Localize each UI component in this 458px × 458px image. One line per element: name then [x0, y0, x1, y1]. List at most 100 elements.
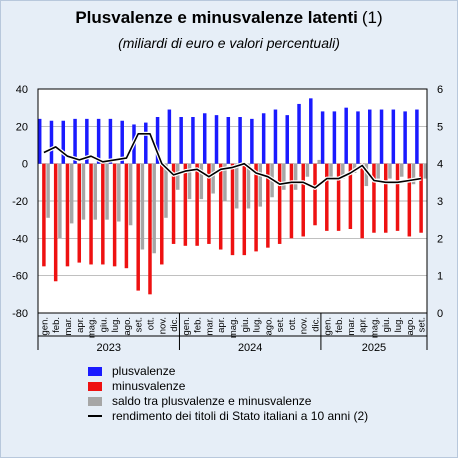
- bar-2: [293, 163, 298, 190]
- bar-0: [344, 107, 348, 164]
- x-tick-label: lug.: [252, 317, 263, 332]
- bar-1: [136, 163, 140, 291]
- legend-swatch-rendimento: [88, 415, 102, 417]
- bar-0: [191, 117, 195, 164]
- right-tick-label: 0: [437, 308, 443, 320]
- legend-swatch-saldo: [88, 396, 102, 406]
- x-tick-label: set.: [275, 317, 286, 332]
- x-tick-label: mar.: [63, 317, 74, 335]
- x-tick-label: lug.: [110, 317, 121, 332]
- left-tick-label: 20: [16, 121, 28, 133]
- bar-1: [89, 163, 93, 265]
- bar-0: [49, 120, 54, 164]
- year-label: 2024: [238, 342, 262, 354]
- x-tick-label: set.: [134, 317, 145, 332]
- bar-0: [155, 117, 160, 164]
- x-tick-label: mag.: [87, 317, 98, 338]
- bar-1: [407, 163, 412, 237]
- bar-0: [356, 111, 360, 164]
- bar-2: [423, 163, 428, 179]
- legend-swatch-minusvalenze: [88, 381, 102, 391]
- legend: plusvalenze minusvalenze saldo tra plusv…: [88, 364, 368, 424]
- bar-2: [234, 163, 239, 209]
- bar-2: [140, 163, 145, 250]
- bar-1: [383, 163, 388, 233]
- bar-2: [258, 163, 263, 207]
- bar-0: [285, 115, 289, 164]
- legend-item-rendimento: rendimento dei titoli di Stato italiani …: [88, 409, 368, 423]
- bar-2: [164, 163, 168, 218]
- bar-1: [171, 163, 176, 244]
- right-tick-label: 4: [437, 159, 443, 171]
- bar-1: [183, 163, 188, 246]
- bar-1: [348, 163, 353, 229]
- x-tick-label: ago.: [263, 317, 274, 336]
- bar-1: [124, 163, 129, 269]
- bar-2: [364, 163, 369, 187]
- right-tick-label: 1: [437, 271, 443, 283]
- bar-2: [176, 163, 180, 190]
- bar-1: [42, 163, 46, 267]
- bar-0: [415, 109, 419, 164]
- x-tick-label: set.: [417, 317, 428, 332]
- bar-2: [152, 163, 156, 254]
- bar-1: [266, 163, 270, 248]
- x-tick-label: apr.: [216, 317, 227, 333]
- bar-0: [332, 111, 337, 164]
- bar-2: [388, 163, 392, 179]
- x-tick-label: gen.: [322, 317, 333, 336]
- legend-item-saldo: saldo tra plusvalenze e minusvalenze: [88, 394, 368, 408]
- bar-2: [128, 163, 133, 226]
- x-tick-label: ott.: [145, 317, 156, 330]
- bar-0: [273, 109, 278, 164]
- x-tick-label: giu.: [240, 317, 251, 332]
- left-tick-label: 0: [22, 159, 28, 171]
- bar-0: [73, 118, 77, 164]
- x-tick-label: lug.: [393, 317, 404, 332]
- chart-subtitle: (miliardi di euro e valori percentuali): [118, 35, 340, 51]
- bar-1: [419, 163, 423, 233]
- bar-1: [325, 163, 329, 231]
- right-tick-label: 3: [437, 196, 443, 208]
- bar-1: [218, 163, 223, 250]
- bar-1: [301, 163, 305, 237]
- x-tick-label: gen.: [181, 317, 192, 336]
- x-tick-label: gen.: [39, 317, 50, 336]
- bar-2: [223, 163, 227, 201]
- bar-2: [317, 159, 321, 164]
- bar-1: [289, 163, 294, 239]
- bar-2: [282, 163, 286, 190]
- bar-2: [93, 163, 97, 220]
- chart-title: Plusvalenze e minusvalenze latenti (1): [0, 8, 458, 28]
- x-tick-label: apr.: [358, 317, 369, 333]
- bar-0: [226, 117, 231, 164]
- x-tick-label: ago.: [405, 317, 416, 336]
- left-tick-label: -40: [12, 233, 28, 245]
- left-tick-label: -20: [12, 196, 28, 208]
- bar-2: [46, 163, 50, 218]
- x-tick-label: mar.: [204, 317, 215, 335]
- bar-0: [37, 118, 42, 164]
- bar-1: [395, 163, 400, 231]
- x-tick-label: feb.: [51, 317, 62, 333]
- bar-0: [261, 113, 266, 164]
- bar-0: [320, 111, 325, 164]
- right-tick-label: 2: [437, 233, 443, 245]
- bar-0: [238, 117, 242, 164]
- bar-1: [148, 163, 152, 295]
- bar-0: [85, 118, 89, 164]
- x-tick-label: nov.: [157, 317, 168, 334]
- chart-title-text: Plusvalenze e minusvalenze latenti: [75, 8, 358, 27]
- bar-1: [207, 163, 211, 244]
- bar-1: [101, 163, 105, 265]
- bar-1: [230, 163, 235, 256]
- bar-1: [336, 163, 341, 231]
- year-label: 2025: [362, 342, 386, 354]
- bar-0: [179, 117, 183, 164]
- bar-1: [112, 163, 117, 267]
- bar-1: [277, 163, 282, 244]
- bar-1: [360, 163, 364, 239]
- legend-label-rendimento: rendimento dei titoli di Stato italiani …: [112, 409, 369, 423]
- bar-0: [250, 118, 254, 164]
- bar-1: [242, 163, 247, 256]
